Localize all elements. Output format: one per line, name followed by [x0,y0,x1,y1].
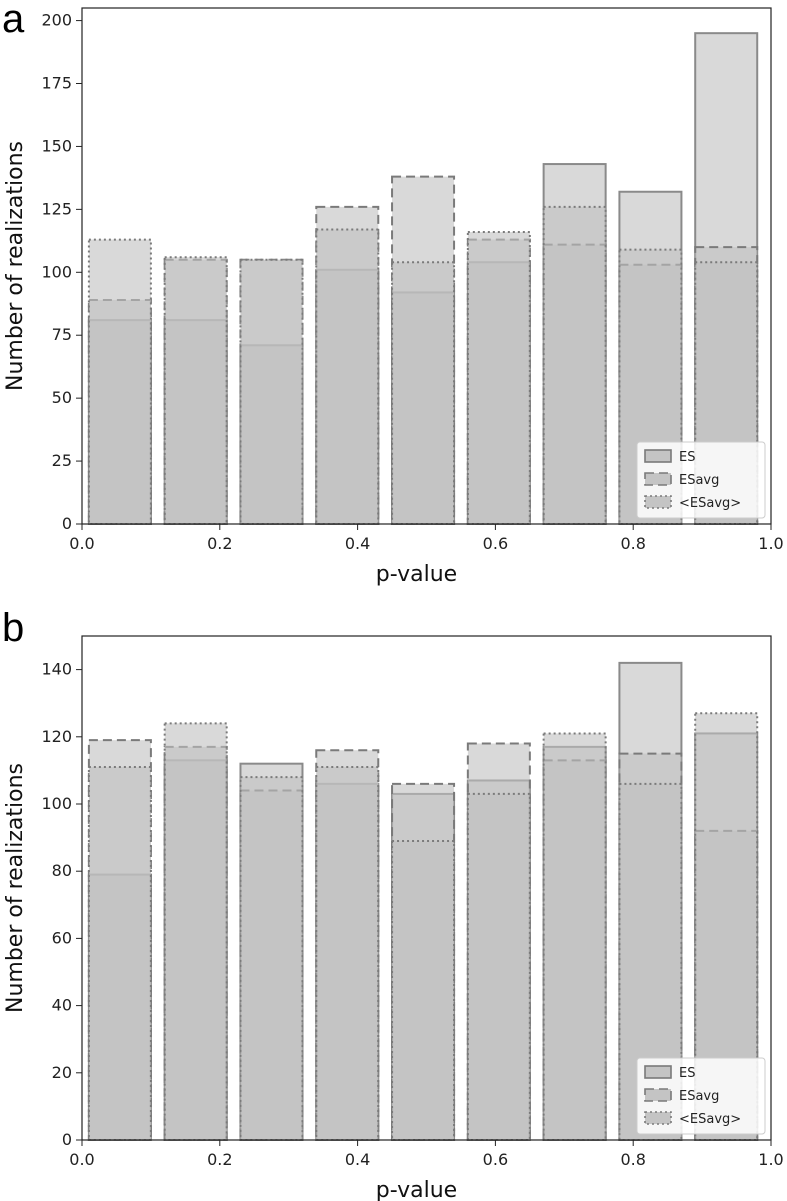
legend-label: <ESavg> [679,1112,741,1127]
bar [239,776,304,1141]
x-tick-label: 0.2 [207,1150,232,1169]
bar [239,258,304,525]
y-tick-label: 100 [41,794,72,813]
panel-b-letter: b [2,606,24,650]
bar [163,256,228,525]
panel-a: a 0 25 50 75 100 125 150 175 200 0.0 0.2 0.4 0.6 0.8 1… [2,0,784,587]
panel-a-letter: a [2,0,25,41]
bar [466,792,531,1141]
legend-label: ES [679,1066,695,1081]
legend: ES ESavg <ESavg> [636,441,766,519]
bar [466,231,531,526]
x-axis-label: p-value [376,1178,457,1201]
series-esavg-mean [87,712,759,1142]
y-tick-label: 0 [62,1130,72,1149]
y-tick-label: 25 [52,451,72,470]
x-tick-label: 0.4 [345,534,370,553]
x-tick-label: 0.6 [483,534,508,553]
y-tick-label: 140 [41,660,72,679]
x-axis-label: p-value [376,562,457,587]
y-tick-label: 60 [52,928,72,947]
bar [542,732,607,1141]
legend-swatch [644,449,672,463]
panel-b: b 0 20 40 60 80 100 120 140 0.0 0.2 0.4 0.6 0.8 1.0 p-… [2,606,784,1201]
series-esavg-mean [87,205,759,526]
y-axis-label: Number of realizations [3,763,28,1013]
legend-swatch [644,1065,672,1079]
legend-label: ESavg [679,473,719,488]
bar [87,238,152,525]
y-tick-label: 80 [52,861,72,880]
axes-frame [81,635,772,1141]
x-tick-label: 0.0 [69,534,94,553]
y-tick-label: 40 [52,996,72,1015]
x-tick-label: 0.6 [483,1150,508,1169]
legend-label: <ESavg> [679,496,741,511]
legend-swatch [644,472,672,486]
y-tick-label: 120 [41,727,72,746]
x-tick-label: 0.8 [620,1150,645,1169]
y-axis-label: Number of realizations [3,141,28,391]
y-tick-label: 100 [41,262,72,281]
legend-swatch [644,1111,672,1125]
legend-swatch [644,1088,672,1102]
legend: ES ESavg <ESavg> [636,1057,766,1135]
bar [315,228,380,525]
x-tick-label: 0.8 [620,534,645,553]
x-tick-label: 1.0 [758,1150,783,1169]
y-tick-label: 200 [41,11,72,30]
x-tick-label: 0.0 [69,1150,94,1169]
bar [87,766,152,1141]
y-tick-label: 125 [41,199,72,218]
bar [542,205,607,525]
x-tick-label: 0.2 [207,534,232,553]
y-tick-label: 0 [62,514,72,533]
bar [315,766,380,1141]
y-tick-label: 75 [52,325,72,344]
bar [391,261,456,525]
legend-swatch [644,495,672,509]
x-tick-label: 1.0 [758,534,783,553]
bar [391,839,456,1142]
x-tick-label: 0.4 [345,1150,370,1169]
legend-label: ES [679,450,695,465]
legend-label: ESavg [679,1089,719,1104]
y-tick-label: 150 [41,136,72,155]
y-tick-label: 175 [41,74,72,93]
y-tick-label: 50 [52,388,72,407]
bar [163,722,228,1141]
y-tick-label: 20 [52,1063,72,1082]
axes-frame [81,7,772,525]
